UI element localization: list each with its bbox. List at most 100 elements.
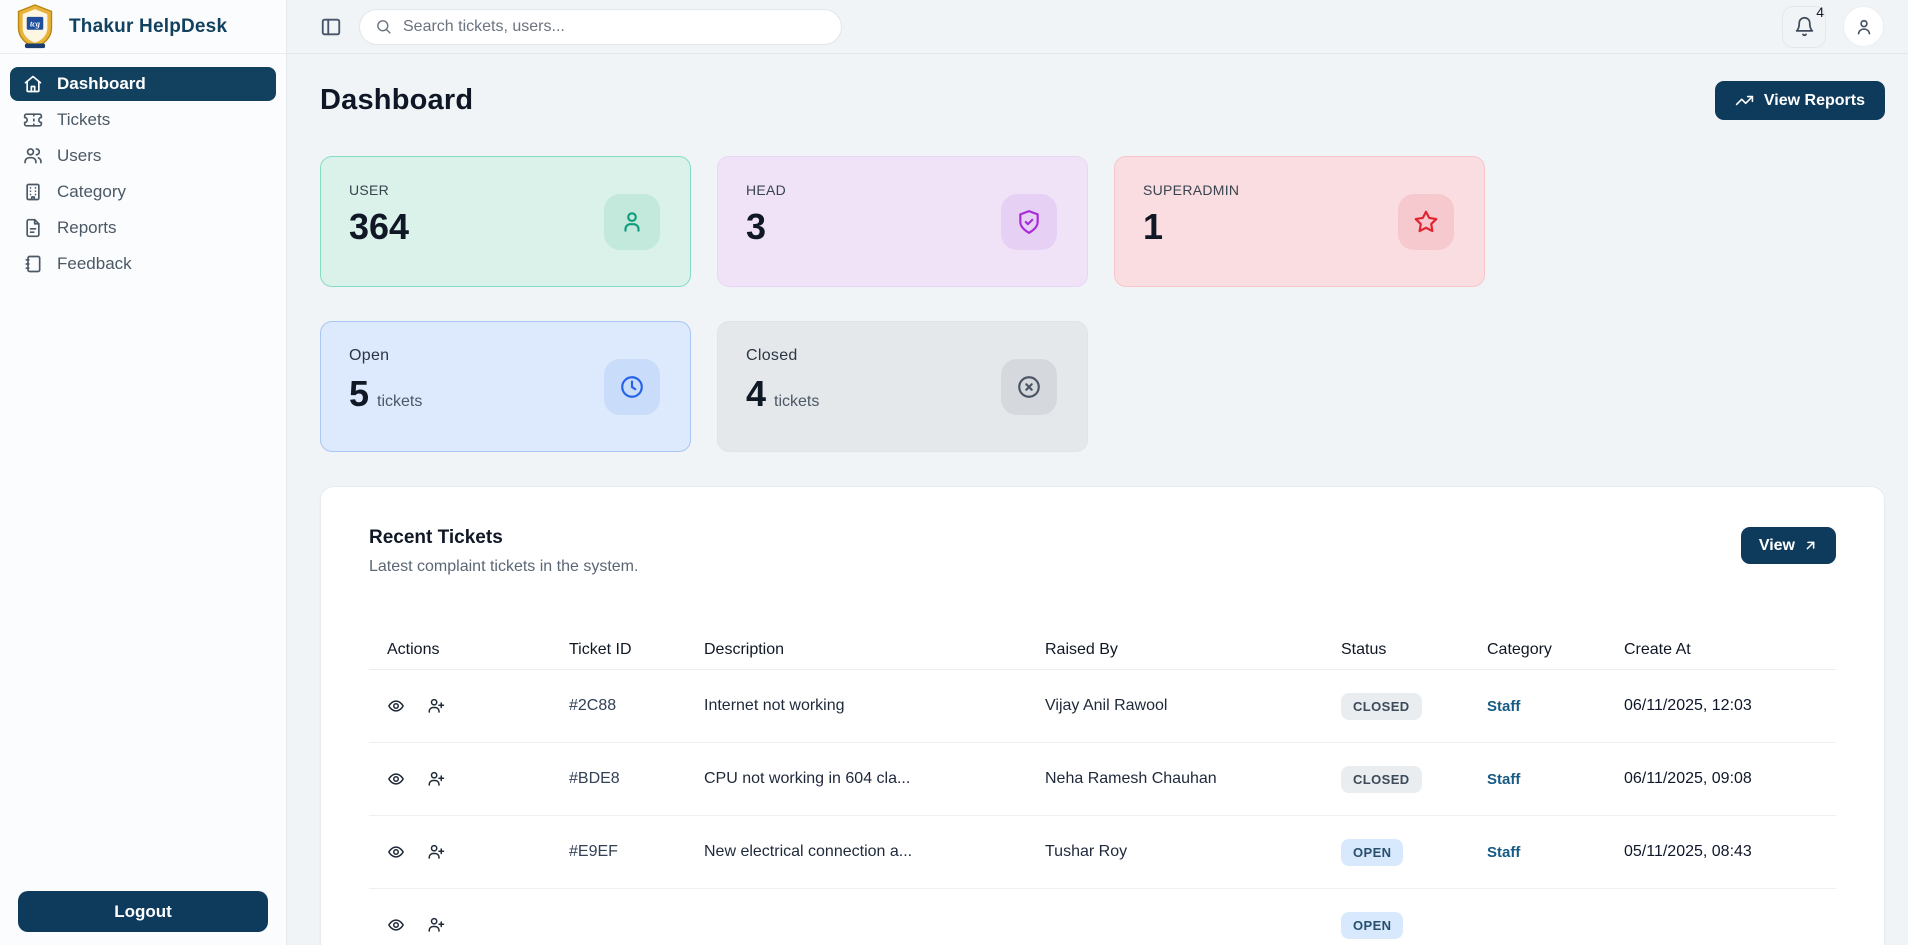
file-text-icon (23, 218, 43, 238)
cell-ticket-id: #BDE8 (569, 770, 620, 787)
notifications-button[interactable]: 4 (1782, 3, 1826, 48)
view-label: View (1758, 536, 1795, 554)
stat-card-superadmin[interactable]: SUPERADMIN 1 (1114, 156, 1485, 287)
page-title: Dashboard (320, 84, 474, 116)
col-header: Actions (387, 640, 440, 658)
cell-description: CPU not working in 604 cla... (704, 770, 911, 787)
cell-ticket-id: #E9EF (569, 843, 618, 860)
stat-value: 3 (746, 206, 767, 247)
stat-unit: tickets (377, 393, 423, 410)
cell-actions (369, 770, 551, 788)
notification-count-badge: 4 (1816, 3, 1824, 20)
cell-ticket-id: #2C88 (569, 697, 617, 714)
recent-tickets-panel: Recent Tickets Latest complaint tickets … (320, 486, 1885, 945)
sidebar-header: tcg Thakur HelpDesk (0, 0, 286, 54)
user-avatar-button[interactable] (1843, 6, 1884, 47)
stat-value: 1 (1143, 206, 1164, 247)
dashboard-content: Dashboard View Reports USER 364 (287, 54, 1908, 945)
sidebar-toggle-icon[interactable] (320, 16, 342, 38)
users-icon (23, 146, 43, 166)
view-reports-button[interactable]: View Reports (1714, 81, 1885, 120)
recent-tickets-header: Recent Tickets Latest complaint tickets … (369, 527, 1836, 576)
table-row: #2C88 Internet not working Vijay Anil Rawo… (369, 670, 1836, 743)
sidebar-item-label: Tickets (57, 110, 111, 129)
table-row: #E9EF New electrical connection a... Tusha… (369, 816, 1836, 889)
cell-raised-by: Neha Ramesh Chauhan (1045, 770, 1217, 787)
status-badge: OPEN (1341, 838, 1404, 866)
ticket-icon (23, 110, 43, 130)
view-ticket-button[interactable] (387, 916, 405, 934)
ticket-stats-row: Open 5 tickets Closed 4 tickets (320, 321, 1885, 452)
sidebar-item-users[interactable]: Users (10, 139, 276, 173)
stat-label: USER (349, 182, 390, 198)
stat-value: 4 tickets (746, 373, 820, 414)
eye-icon (387, 843, 405, 861)
cell-description: New electrical connection a... (704, 843, 913, 860)
stat-label: Closed (746, 347, 798, 364)
stat-card-head[interactable]: HEAD 3 (717, 156, 1088, 287)
page-head: Dashboard View Reports (320, 81, 1885, 120)
app-title: Thakur HelpDesk (69, 15, 228, 37)
recent-tickets-title: Recent Tickets (369, 527, 503, 548)
view-tickets-button[interactable]: View (1740, 527, 1836, 564)
search-icon (375, 18, 392, 35)
sidebar-item-feedback[interactable]: Feedback (10, 247, 276, 281)
stat-label: SUPERADMIN (1143, 182, 1240, 198)
cell-status: CLOSED (1323, 692, 1469, 720)
assign-user-button[interactable] (427, 770, 445, 788)
assign-user-button[interactable] (427, 916, 445, 934)
view-ticket-button[interactable] (387, 843, 405, 861)
trending-up-icon (1735, 91, 1754, 110)
sidebar-item-label: Dashboard (57, 74, 146, 93)
col-header: Create At (1624, 640, 1691, 658)
table-body: #2C88 Internet not working Vijay Anil Rawo… (369, 670, 1836, 945)
assign-user-button[interactable] (427, 697, 445, 715)
cell-create-at: 06/11/2025, 12:03 (1624, 697, 1752, 714)
user-icon (604, 193, 660, 250)
stat-value: 5 tickets (349, 373, 423, 414)
stat-card-open[interactable]: Open 5 tickets (320, 321, 691, 452)
sidebar: tcg Thakur HelpDesk Dashboard Tickets User… (0, 0, 287, 945)
eye-icon (387, 697, 405, 715)
view-ticket-button[interactable] (387, 697, 405, 715)
main-area: 4 Dashboard View Reports (287, 0, 1908, 945)
star-icon (1398, 193, 1454, 250)
sidebar-nav: Dashboard Tickets Users Category Reports Feed… (0, 54, 286, 891)
col-header: Status (1341, 640, 1387, 658)
user-plus-icon (427, 916, 445, 934)
stat-label: Open (349, 347, 390, 364)
view-ticket-button[interactable] (387, 770, 405, 788)
cell-category: Staff (1487, 697, 1521, 715)
shield-check-icon (1001, 193, 1057, 250)
sidebar-item-label: Category (57, 182, 126, 201)
cell-status: OPEN (1323, 911, 1469, 939)
cell-status: CLOSED (1323, 765, 1469, 793)
cell-actions (369, 697, 551, 715)
sidebar-item-tickets[interactable]: Tickets (10, 103, 276, 137)
sidebar-item-label: Feedback (57, 254, 132, 273)
stat-value: 364 (349, 206, 410, 247)
svg-text:tcg: tcg (30, 19, 40, 28)
user-plus-icon (427, 697, 445, 715)
sidebar-item-dashboard[interactable]: Dashboard (10, 67, 276, 101)
logout-button[interactable]: Logout (18, 891, 268, 932)
cell-create-at: 05/11/2025, 08:43 (1624, 843, 1752, 860)
college-crest-logo: tcg (13, 3, 57, 51)
stat-card-user[interactable]: USER 364 (320, 156, 691, 287)
sidebar-item-reports[interactable]: Reports (10, 211, 276, 245)
cell-actions (369, 843, 551, 861)
search-box[interactable] (359, 8, 842, 45)
status-badge: CLOSED (1341, 692, 1422, 720)
assign-user-button[interactable] (427, 843, 445, 861)
col-header: Raised By (1045, 640, 1118, 658)
sidebar-item-label: Users (57, 146, 102, 165)
table-row: #BDE8 CPU not working in 604 cla... Neha R… (369, 743, 1836, 816)
sidebar-item-category[interactable]: Category (10, 175, 276, 209)
user-icon (1854, 17, 1874, 37)
stat-card-closed[interactable]: Closed 4 tickets (717, 321, 1088, 452)
status-badge: OPEN (1341, 911, 1404, 939)
eye-icon (387, 770, 405, 788)
search-input[interactable] (403, 17, 826, 36)
cell-raised-by: Tushar Roy (1045, 843, 1128, 860)
user-plus-icon (427, 770, 445, 788)
